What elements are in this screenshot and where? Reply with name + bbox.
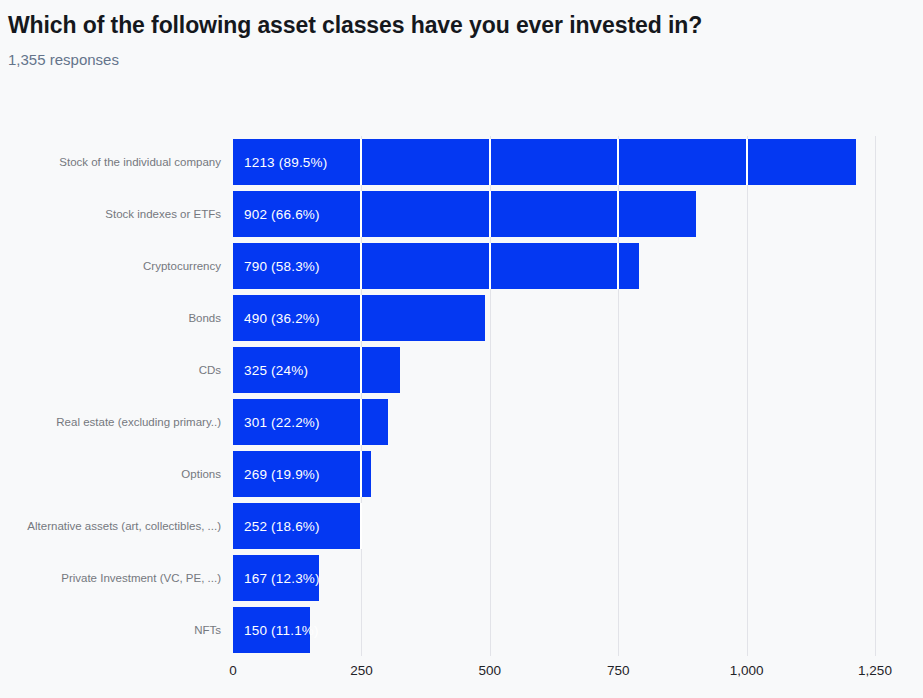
bar-gridline [617, 243, 619, 289]
category-label: Bonds [8, 311, 233, 325]
response-count: 1,355 responses [8, 51, 923, 69]
chart-row: Stock of the individual company 1213 (89.… [8, 136, 923, 188]
bar: 301 (22.2%) [233, 399, 388, 445]
bar: 167 (12.3%) [233, 555, 319, 601]
bar-gridline [617, 139, 619, 185]
bar-gridline [489, 139, 491, 185]
chart-rows: Stock of the individual company 1213 (89.… [8, 136, 923, 656]
bar-track: 1213 (89.5%) [233, 139, 875, 185]
bar-value-label: 790 (58.3%) [244, 259, 320, 274]
x-tick-label: 500 [479, 663, 502, 678]
bar-gridline [489, 191, 491, 237]
bar-value-label: 490 (36.2%) [244, 311, 320, 326]
chart-row: Bonds 490 (36.2%) [8, 292, 923, 344]
x-tick-label: 1,000 [730, 663, 764, 678]
bar-value-label: 150 (11.1%) [244, 623, 319, 638]
chart-row: Private Investment (VC, PE, ...) 167 (12.… [8, 552, 923, 604]
bar-gridline [360, 139, 362, 185]
bar-gridline [489, 243, 491, 289]
category-label: Real estate (excluding primary..) [8, 415, 233, 429]
bar-gridline [617, 191, 619, 237]
category-label: Stock of the individual company [8, 155, 233, 169]
bar-gridline [360, 295, 362, 341]
x-axis-row: 0 250 500 750 1,000 1,250 [8, 663, 923, 683]
x-tick-label: 250 [350, 663, 373, 678]
category-label: Stock indexes or ETFs [8, 207, 233, 221]
bar-gridline [746, 139, 748, 185]
category-label: Options [8, 467, 233, 481]
bar: 252 (18.6%) [233, 503, 362, 549]
chart-row: Options 269 (19.9%) [8, 448, 923, 500]
bar-track: 301 (22.2%) [233, 399, 875, 445]
chart-title: Which of the following asset classes hav… [8, 10, 923, 40]
bar-value-label: 252 (18.6%) [244, 519, 320, 534]
axis-spacer [8, 663, 233, 683]
bar-track: 167 (12.3%) [233, 555, 875, 601]
chart-row: Stock indexes or ETFs 902 (66.6%) [8, 188, 923, 240]
x-tick-label: 750 [607, 663, 630, 678]
bar-gridline [360, 451, 362, 497]
chart-row: Real estate (excluding primary..) 301 (22… [8, 396, 923, 448]
bar-value-label: 902 (66.6%) [244, 207, 320, 222]
bar-value-label: 301 (22.2%) [244, 415, 320, 430]
bar-gridline [360, 399, 362, 445]
chart-row: Cryptocurrency 790 (58.3%) [8, 240, 923, 292]
bar-track: 150 (11.1%) [233, 607, 875, 653]
bar-chart: Stock of the individual company 1213 (89.… [8, 136, 923, 683]
x-tick-label: 1,250 [858, 663, 892, 678]
chart-row: Alternative assets (art, collectibles, .… [8, 500, 923, 552]
chart-row: CDs 325 (24%) [8, 344, 923, 396]
bar-track: 902 (66.6%) [233, 191, 875, 237]
bar-value-label: 325 (24%) [244, 363, 308, 378]
bar: 1213 (89.5%) [233, 139, 856, 185]
bar-gridline [360, 503, 362, 549]
bar-gridline [360, 347, 362, 393]
bar-value-label: 1213 (89.5%) [244, 155, 327, 170]
bar-track: 269 (19.9%) [233, 451, 875, 497]
bar-gridline [360, 191, 362, 237]
bar: 325 (24%) [233, 347, 400, 393]
bar-track: 490 (36.2%) [233, 295, 875, 341]
category-label: Private Investment (VC, PE, ...) [8, 571, 233, 585]
category-label: Cryptocurrency [8, 259, 233, 273]
bar: 490 (36.2%) [233, 295, 485, 341]
category-label: NFTs [8, 623, 233, 637]
x-tick-label: 0 [229, 663, 237, 678]
bar: 269 (19.9%) [233, 451, 371, 497]
chart-body: Stock of the individual company 1213 (89.… [8, 136, 923, 656]
x-axis: 02505007501,0001,250 [233, 663, 875, 683]
bar-track: 325 (24%) [233, 347, 875, 393]
bar: 902 (66.6%) [233, 191, 696, 237]
category-label: CDs [8, 363, 233, 377]
survey-results-page: Which of the following asset classes hav… [0, 0, 923, 683]
bar-value-label: 167 (12.3%) [244, 571, 320, 586]
bar: 150 (11.1%) [233, 607, 310, 653]
bar-value-label: 269 (19.9%) [244, 467, 320, 482]
bar-track: 252 (18.6%) [233, 503, 875, 549]
bar: 790 (58.3%) [233, 243, 639, 289]
bar-gridline [360, 243, 362, 289]
category-label: Alternative assets (art, collectibles, .… [8, 519, 233, 533]
bar-track: 790 (58.3%) [233, 243, 875, 289]
chart-row: NFTs150 (11.1%) [8, 604, 923, 656]
